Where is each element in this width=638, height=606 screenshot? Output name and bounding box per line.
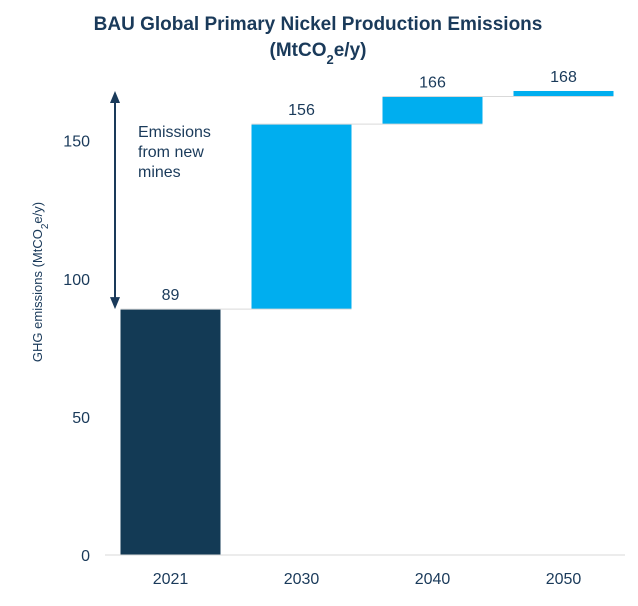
x-tick-labels: 2021 2030 2040 2050: [153, 571, 582, 588]
data-label: 168: [550, 69, 577, 86]
bar-2021: [120, 309, 221, 555]
data-label: 166: [419, 75, 446, 92]
bar-2050: [513, 90, 614, 97]
bar-2040: [382, 96, 483, 125]
data-label: 156: [288, 102, 315, 119]
new-mines-annotation: Emissions from new mines: [110, 90, 211, 310]
y-tick-label: 100: [63, 272, 90, 289]
y-tick-label: 50: [72, 410, 90, 427]
connector-lines: [120, 96, 614, 310]
arrow-down-icon: [110, 297, 120, 310]
arrow-up-icon: [110, 90, 120, 103]
y-tick-labels: 0 50 100 150: [63, 134, 90, 565]
x-tick-label: 2030: [284, 571, 320, 588]
chart-title-line1: BAU Global Primary Nickel Production Emi…: [94, 14, 543, 35]
data-labels: 89 156 166 168: [162, 69, 577, 304]
x-tick-label: 2050: [546, 571, 582, 588]
data-label: 89: [162, 287, 180, 304]
y-tick-label: 0: [81, 548, 90, 565]
y-tick-label: 150: [63, 134, 90, 151]
annotation-line-3: mines: [138, 164, 181, 181]
x-tick-label: 2021: [153, 571, 189, 588]
bars: [120, 90, 614, 555]
annotation-line-1: Emissions: [138, 124, 211, 141]
x-tick-label: 2040: [415, 571, 451, 588]
y-axis-label: GHG emissions (MtCO2e/y): [30, 202, 51, 362]
annotation-line-2: from new: [138, 144, 204, 161]
bar-2030: [251, 124, 352, 310]
chart-title-line2: (MtCO2e/y): [270, 40, 367, 67]
